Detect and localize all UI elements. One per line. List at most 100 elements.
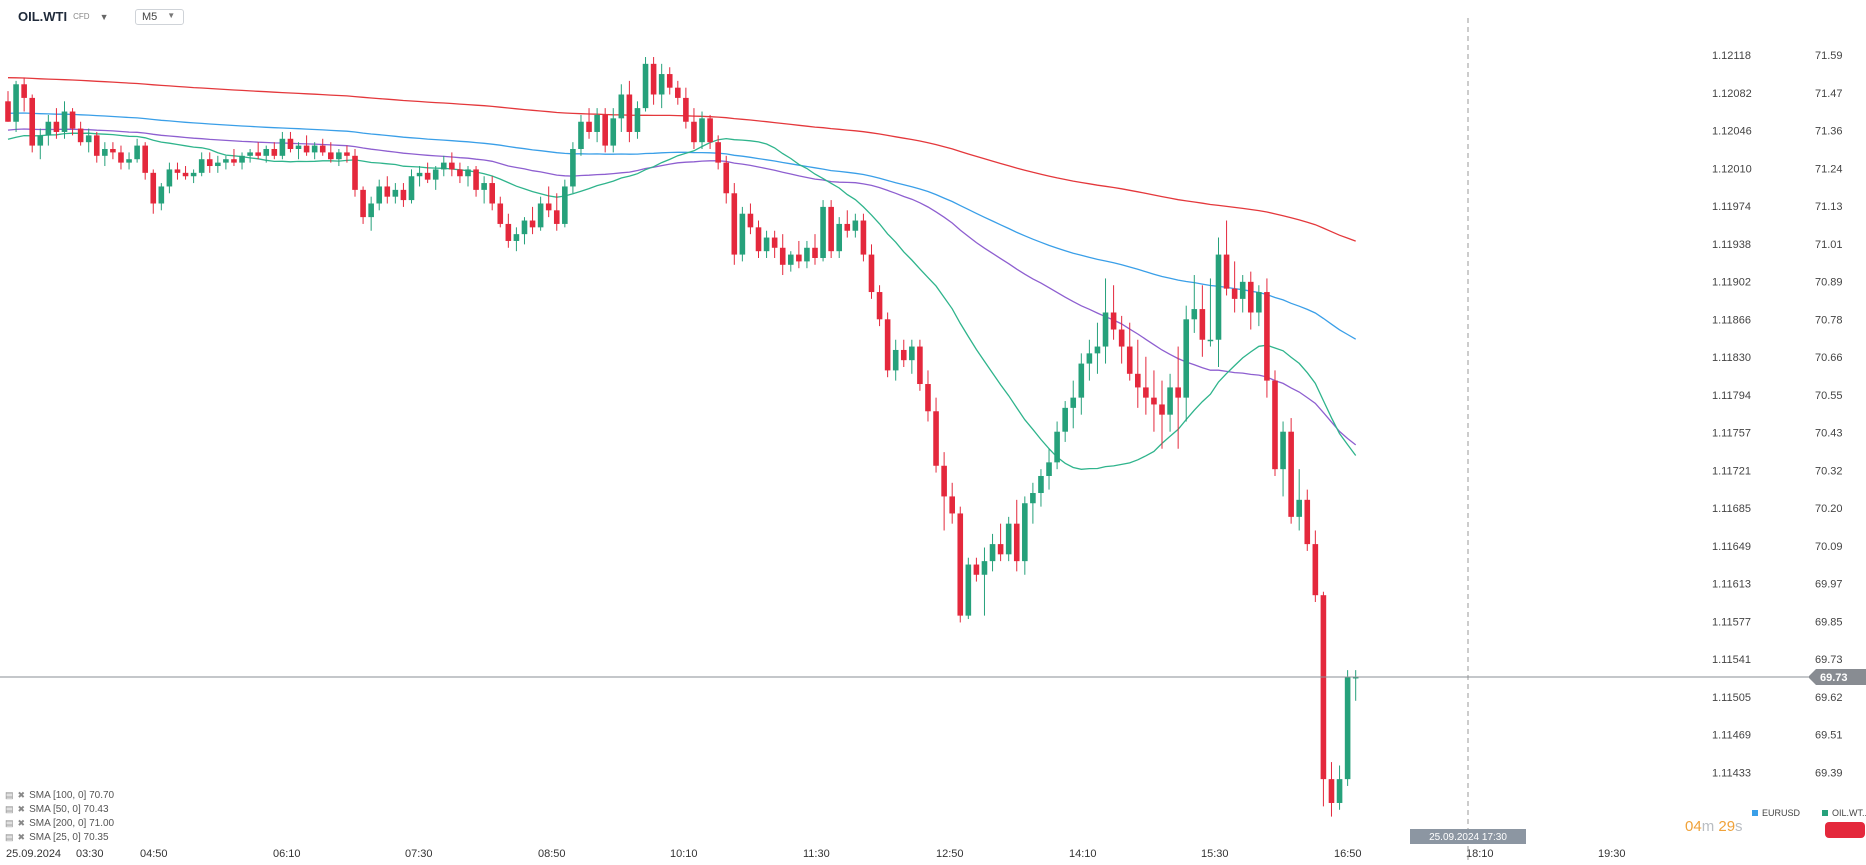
candle-body [13, 84, 19, 122]
y-tick-label: 71.01 [1815, 239, 1843, 251]
candle [1288, 418, 1294, 524]
candle [553, 193, 560, 231]
candle-body [239, 155, 245, 163]
y-tick-label: 70.43 [1815, 428, 1843, 440]
candles [5, 57, 1359, 817]
candle [497, 196, 504, 228]
legend-label: SMA [200, 0] 71.00 [29, 817, 115, 829]
candle [707, 114, 713, 149]
candle [53, 108, 60, 139]
settings-icon[interactable]: ▤ [5, 817, 14, 828]
candle-body [1062, 407, 1068, 432]
candle-body [392, 189, 399, 197]
candle-body [876, 292, 883, 320]
candle-body [1223, 254, 1230, 289]
candle-body [537, 203, 544, 228]
candle-body [1304, 499, 1311, 545]
candle [578, 114, 584, 156]
candle-body [683, 97, 689, 122]
x-axis-date-label: 25.09.2024 [6, 848, 61, 860]
candle-body [1094, 346, 1101, 354]
legend-item: ▤ ✖ SMA [100, 0] 70.70 [5, 788, 114, 802]
axes: 71.59 71.47 71.36 71.24 71.13 71.01 70.89 70.78… [6, 50, 1843, 860]
candle [118, 145, 124, 170]
x-tick-label: 10:10 [670, 848, 698, 860]
candle-body [489, 183, 495, 204]
y-tick-label: 70.32 [1815, 465, 1843, 477]
candle-body [570, 148, 576, 187]
candle-body [69, 111, 76, 129]
last-price-label: 69.73 [1820, 672, 1848, 684]
candle [392, 183, 399, 204]
candle [1167, 373, 1173, 432]
x-tick-label: 18:10 [1466, 848, 1494, 860]
candle [408, 169, 415, 204]
candle [336, 148, 342, 167]
symbol-legend-eurusd[interactable]: EURUSD [1752, 808, 1800, 818]
candle [1078, 353, 1085, 415]
candle [876, 285, 883, 327]
candle [110, 142, 116, 160]
timeframe-dropdown[interactable]: M5 ▼ [135, 9, 185, 25]
candle-body [1336, 779, 1343, 803]
candle-body [529, 220, 536, 228]
candle-body [1280, 431, 1286, 470]
candle [166, 162, 173, 194]
y-tick-label: 71.47 [1815, 88, 1843, 100]
candle-body [812, 247, 818, 258]
candle [1264, 278, 1270, 398]
sell-button[interactable] [1825, 822, 1865, 838]
candle [1256, 285, 1262, 327]
candle [69, 108, 76, 136]
candle [239, 152, 245, 170]
candle-body [376, 186, 383, 204]
settings-icon[interactable]: ▤ [5, 789, 14, 800]
timer-seconds: 29 [1718, 818, 1736, 835]
candle-body [1110, 312, 1117, 330]
symbol-tag: CFD [73, 12, 90, 21]
timer-seconds-unit: s [1735, 818, 1743, 835]
symbol-selector[interactable]: OIL.WTI CFD ▼ [18, 9, 108, 24]
candle-body [884, 319, 891, 371]
candle-body [763, 237, 770, 252]
candle [45, 114, 52, 146]
close-icon[interactable]: ✖ [17, 817, 26, 828]
candle-body [1126, 346, 1133, 374]
candle [747, 203, 754, 235]
x-tick-label: 19:30 [1598, 848, 1626, 860]
candle-body [344, 152, 350, 156]
candle [699, 111, 705, 149]
candle-body [1191, 309, 1198, 320]
candle-body [1296, 499, 1302, 517]
candle [715, 135, 721, 170]
close-icon[interactable]: ✖ [17, 789, 26, 800]
candle-body [1143, 387, 1149, 398]
candle [1296, 469, 1302, 531]
candle [1005, 516, 1012, 562]
candle-body [997, 544, 1004, 555]
settings-icon[interactable]: ▤ [5, 831, 14, 842]
candle-body [1005, 523, 1012, 555]
candle-body [247, 152, 253, 156]
candle [473, 166, 479, 197]
symbol-legend-oil[interactable]: OIL.WT.. [1822, 808, 1866, 818]
candle [537, 196, 544, 231]
y-tick-label-secondary: 1.12010 [1712, 163, 1752, 175]
candle-body [142, 145, 148, 173]
close-icon[interactable]: ✖ [17, 803, 26, 814]
candle-body [820, 206, 826, 258]
settings-icon[interactable]: ▤ [5, 803, 14, 814]
candle [1070, 380, 1077, 429]
candle-body [1320, 595, 1327, 780]
candle-body [594, 114, 600, 132]
chevron-down-icon[interactable]: ▼ [99, 11, 109, 22]
candle-body [424, 172, 431, 180]
close-icon[interactable]: ✖ [17, 831, 26, 842]
candle-body [1102, 312, 1109, 347]
candle [529, 206, 536, 235]
candle-body [675, 87, 681, 98]
candle [416, 166, 423, 187]
candle [1013, 499, 1020, 572]
candle [634, 101, 641, 139]
